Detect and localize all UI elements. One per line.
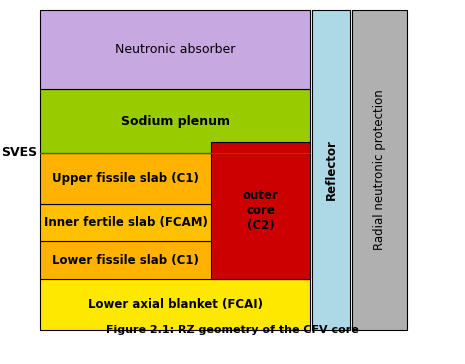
Text: Figure 2.1: RZ geometry of the CFV core: Figure 2.1: RZ geometry of the CFV core <box>106 325 359 335</box>
Bar <box>40 279 310 330</box>
Text: Lower axial blanket (FCAI): Lower axial blanket (FCAI) <box>87 298 263 311</box>
Text: Neutronic absorber: Neutronic absorber <box>115 43 235 56</box>
Text: SVES: SVES <box>1 146 37 159</box>
Bar <box>40 89 310 153</box>
Text: Sodium plenum: Sodium plenum <box>120 115 230 127</box>
Bar <box>40 241 310 279</box>
Bar <box>312 10 350 330</box>
Bar <box>352 10 407 330</box>
Bar <box>212 142 310 279</box>
Bar <box>40 10 310 89</box>
Bar <box>40 153 310 204</box>
Text: Reflector: Reflector <box>325 139 338 201</box>
Text: outer
core
(C2): outer core (C2) <box>243 189 279 232</box>
Text: Radial neutronic protection: Radial neutronic protection <box>373 90 386 250</box>
Text: Upper fissile slab (C1): Upper fissile slab (C1) <box>52 172 199 185</box>
Text: Lower fissile slab (C1): Lower fissile slab (C1) <box>52 254 199 266</box>
Text: Inner fertile slab (FCAM): Inner fertile slab (FCAM) <box>44 216 208 229</box>
Bar <box>40 204 310 241</box>
